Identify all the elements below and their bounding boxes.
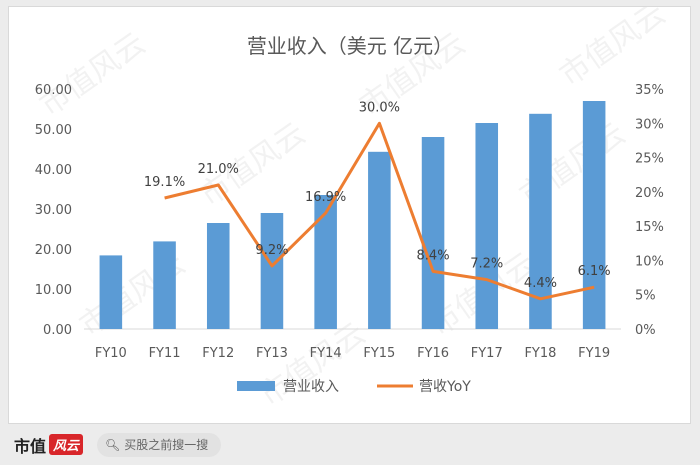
chart-card: 市值风云市值风云市值风云市值风云市值风云市值风云市值风云市值风云 营业收入（美元… bbox=[8, 6, 691, 424]
bar bbox=[475, 123, 499, 329]
bar bbox=[206, 223, 230, 329]
revenue-chart: 市值风云市值风云市值风云市值风云市值风云市值风云市值风云市值风云 营业收入（美元… bbox=[34, 7, 672, 414]
x-tick-label: FY12 bbox=[202, 346, 234, 361]
watermark-text: 市值风云 bbox=[34, 26, 152, 123]
yoy-data-label: 7.2% bbox=[470, 257, 503, 272]
y-right-tick-label: 15% bbox=[635, 220, 664, 235]
yoy-data-label: 9.2% bbox=[255, 243, 288, 258]
y-left-tick-label: 30.00 bbox=[35, 203, 72, 218]
y-left-tick-label: 60.00 bbox=[35, 83, 72, 98]
yoy-data-label: 21.0% bbox=[198, 162, 239, 177]
watermark-text: 市值风云 bbox=[254, 316, 372, 413]
y-right-tick-label: 5% bbox=[635, 289, 656, 304]
x-tick-label: FY15 bbox=[363, 346, 395, 361]
legend-swatch-revenue bbox=[237, 381, 275, 391]
y-right-tick-label: 35% bbox=[635, 83, 664, 98]
watermark-text: 市值风云 bbox=[554, 7, 672, 94]
right-axis: 0% 5% 10% 15% 20% 25% 30% 35% bbox=[635, 83, 664, 338]
bar bbox=[368, 151, 391, 329]
yoy-data-label: 8.4% bbox=[417, 248, 450, 263]
legend-label-revenue: 营业收入 bbox=[283, 379, 339, 395]
x-axis-ticks: FY10 FY11 FY12 FY13 FY14 FY15 FY16 FY17 FY18 FY19 bbox=[95, 346, 610, 361]
x-tick-label: FY14 bbox=[310, 346, 342, 361]
y-right-tick-label: 25% bbox=[635, 152, 664, 167]
watermark-layer: 市值风云市值风云市值风云市值风云市值风云市值风云市值风云市值风云 bbox=[34, 7, 672, 414]
yoy-data-label: 4.4% bbox=[524, 276, 557, 291]
bar bbox=[260, 213, 284, 329]
y-right-tick-label: 0% bbox=[635, 323, 656, 338]
yoy-data-label: 19.1% bbox=[144, 175, 185, 190]
x-tick-label: FY13 bbox=[256, 346, 288, 361]
search-text: 买股之前搜一搜 bbox=[124, 438, 209, 452]
line-series: 19.1% 21.0% 9.2% 16.9% 30.0% 8.4% 7.2% 4.4% 6.1% bbox=[144, 100, 611, 301]
left-axis: 0.00 10.00 20.00 30.00 40.00 50.00 60.00 bbox=[35, 83, 72, 338]
yoy-data-label: 30.0% bbox=[359, 100, 400, 115]
brand-text: 市值 bbox=[14, 436, 47, 456]
legend-label-yoy: 营收YoY bbox=[419, 379, 471, 395]
bar bbox=[99, 255, 123, 329]
bar bbox=[421, 137, 445, 329]
y-left-tick-label: 10.00 bbox=[35, 283, 72, 298]
y-left-tick-label: 50.00 bbox=[35, 123, 72, 138]
bar-series bbox=[99, 101, 606, 329]
search-box[interactable]: 🔍︎ 买股之前搜一搜 bbox=[97, 432, 222, 457]
yoy-data-label: 16.9% bbox=[305, 190, 346, 205]
legend: 营业收入 营收YoY bbox=[237, 379, 471, 395]
x-tick-label: FY16 bbox=[417, 346, 449, 361]
y-right-tick-label: 20% bbox=[635, 186, 664, 201]
x-tick-label: FY17 bbox=[471, 346, 503, 361]
y-right-tick-label: 30% bbox=[635, 117, 664, 132]
bar bbox=[529, 113, 552, 329]
brand-badge: 风云 bbox=[49, 434, 84, 455]
y-right-tick-label: 10% bbox=[635, 254, 664, 269]
footer-bar: 市值 风云 🔍︎ 买股之前搜一搜 bbox=[0, 424, 700, 465]
y-left-tick-label: 40.00 bbox=[35, 163, 72, 178]
bar bbox=[153, 241, 176, 329]
x-tick-label: FY19 bbox=[578, 346, 610, 361]
x-tick-label: FY11 bbox=[149, 346, 181, 361]
yoy-line bbox=[164, 121, 595, 301]
x-tick-label: FY10 bbox=[95, 346, 127, 361]
bar bbox=[582, 101, 606, 329]
search-icon: 🔍︎ bbox=[105, 437, 121, 452]
bar bbox=[314, 195, 337, 329]
y-left-tick-label: 20.00 bbox=[35, 243, 72, 258]
y-left-tick-label: 0.00 bbox=[43, 323, 72, 338]
yoy-data-label: 6.1% bbox=[578, 264, 611, 279]
x-tick-label: FY18 bbox=[524, 346, 556, 361]
brand-logo: 市值 风云 bbox=[14, 433, 84, 457]
chart-title: 营业收入（美元 亿元） bbox=[247, 34, 453, 58]
